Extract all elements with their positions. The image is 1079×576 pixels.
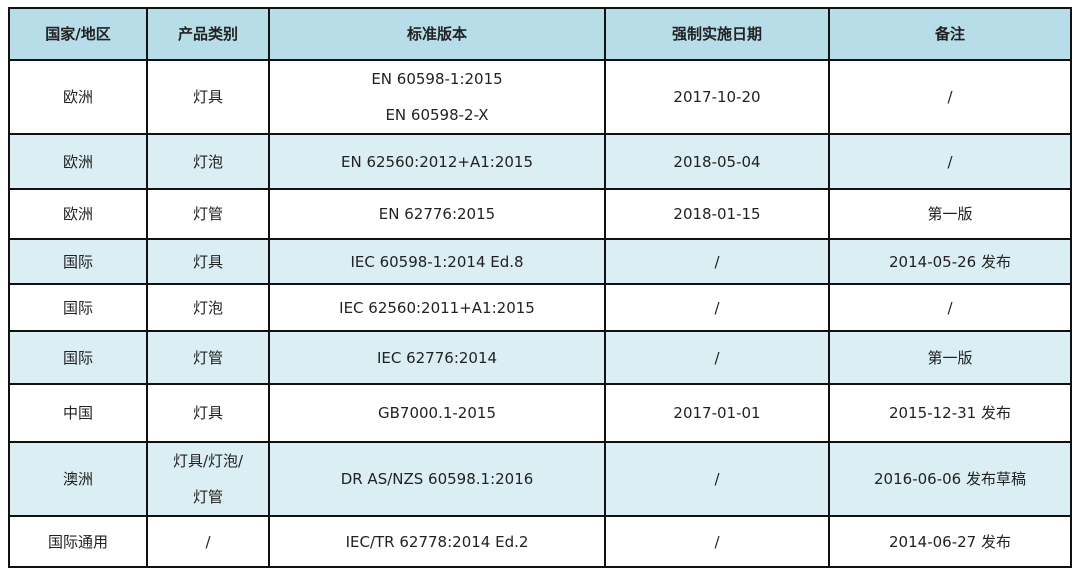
standard-cell-line: GB7000.1-2015 bbox=[378, 404, 496, 422]
standard-cell: GB7000.1-2015 bbox=[268, 383, 606, 443]
note-cell: 第一版 bbox=[828, 330, 1072, 385]
header-standard: 标准版本 bbox=[268, 7, 606, 61]
region-cell: 澳洲 bbox=[8, 441, 148, 517]
table-row: 欧洲 灯具 EN 60598-1:2015 EN 60598-2-X 2017-10-2… bbox=[8, 59, 1072, 135]
date-cell: / bbox=[604, 330, 830, 385]
header-note: 备注 bbox=[828, 7, 1072, 61]
region-cell: 国际通用 bbox=[8, 515, 148, 568]
category-cell: 灯泡 bbox=[146, 283, 270, 332]
table-row: 国际 灯管 IEC 62776:2014 /第一版 bbox=[8, 330, 1072, 385]
standard-cell: IEC 62776:2014 bbox=[268, 330, 606, 385]
category-cell: 灯具 bbox=[146, 238, 270, 285]
note-cell: / bbox=[828, 283, 1072, 332]
standard-cell: IEC 62560:2011+A1:2015 bbox=[268, 283, 606, 332]
category-cell: 灯具 bbox=[146, 383, 270, 443]
date-cell: 2017-10-20 bbox=[604, 59, 830, 135]
category-cell-line: 灯管 bbox=[192, 348, 223, 367]
category-cell-line: 灯具 bbox=[192, 88, 223, 106]
standard-cell-line: EN 62560:2012+A1:2015 bbox=[340, 152, 533, 171]
standard-cell-line: EN 60598-2-X bbox=[385, 106, 489, 124]
category-cell: 灯管 bbox=[146, 330, 270, 385]
category-cell: 灯泡 bbox=[146, 133, 270, 190]
note-cell: 2016-06-06 发布草稿 bbox=[828, 441, 1072, 517]
standard-cell: IEC/TR 62778:2014 Ed.2 bbox=[268, 515, 606, 568]
note-cell: 2014-05-26 发布 bbox=[828, 238, 1072, 285]
region-cell: 欧洲 bbox=[8, 133, 148, 190]
header-category: 产品类别 bbox=[146, 7, 270, 61]
category-cell-line: 灯泡 bbox=[192, 152, 223, 171]
region-cell: 国际 bbox=[8, 283, 148, 332]
category-cell: / bbox=[146, 515, 270, 568]
region-cell: 欧洲 bbox=[8, 188, 148, 240]
table-row: 国际 灯具 IEC 60598-1:2014 Ed.8 /2014-05-26 发布 bbox=[8, 238, 1072, 285]
date-cell: 2017-01-01 bbox=[604, 383, 830, 443]
standards-table: 国家/地区 产品类别 标准版本 强制实施日期 备注 欧洲 灯具 EN 60598-1… bbox=[8, 7, 1072, 568]
note-cell: / bbox=[828, 59, 1072, 135]
standard-cell-line: IEC 62776:2014 bbox=[376, 348, 498, 367]
region-cell: 国际 bbox=[8, 238, 148, 285]
standard-cell-line: EN 60598-1:2015 bbox=[371, 70, 503, 88]
table-row: 国际 灯泡 IEC 62560:2011+A1:2015 // bbox=[8, 283, 1072, 332]
date-cell: / bbox=[604, 283, 830, 332]
standard-cell: IEC 60598-1:2014 Ed.8 bbox=[268, 238, 606, 285]
category-cell-line: / bbox=[205, 532, 211, 551]
date-cell: 2018-05-04 bbox=[604, 133, 830, 190]
header-row: 国家/地区 产品类别 标准版本 强制实施日期 备注 bbox=[8, 7, 1072, 61]
date-cell: / bbox=[604, 515, 830, 568]
header-date: 强制实施日期 bbox=[604, 7, 830, 61]
category-cell-line: 灯管 bbox=[192, 488, 223, 506]
standard-cell-line: EN 62776:2015 bbox=[378, 205, 496, 223]
category-cell-line: 灯管 bbox=[192, 205, 223, 223]
standard-cell-line: IEC/TR 62778:2014 Ed.2 bbox=[345, 532, 529, 551]
table-row: 中国 灯具 GB7000.1-2015 2017-01-01 2015-12-31 发布 bbox=[8, 383, 1072, 443]
standard-cell: DR AS/NZS 60598.1:2016 bbox=[268, 441, 606, 517]
table-row: 国际通用 / IEC/TR 62778:2014 Ed.2/2014-06-27 发… bbox=[8, 515, 1072, 568]
standard-cell-line: IEC 62560:2011+A1:2015 bbox=[339, 298, 535, 317]
category-cell-line: 灯泡 bbox=[192, 298, 223, 317]
region-cell: 中国 bbox=[8, 383, 148, 443]
region-cell: 欧洲 bbox=[8, 59, 148, 135]
category-cell: 灯管 bbox=[146, 188, 270, 240]
category-cell-line: 灯具/灯泡/ bbox=[172, 452, 244, 470]
standard-cell: EN 62776:2015 bbox=[268, 188, 606, 240]
table-row: 欧洲 灯泡 EN 62560:2012+A1:2015 2018-05-04/ bbox=[8, 133, 1072, 190]
note-cell: 第一版 bbox=[828, 188, 1072, 240]
table-row: 澳洲 灯具/灯泡/灯管 DR AS/NZS 60598.1:2016/2016-06… bbox=[8, 441, 1072, 517]
note-cell: / bbox=[828, 133, 1072, 190]
note-cell: 2015-12-31 发布 bbox=[828, 383, 1072, 443]
date-cell: / bbox=[604, 238, 830, 285]
category-cell-line: 灯具 bbox=[192, 252, 223, 271]
standard-cell-line: IEC 60598-1:2014 Ed.8 bbox=[350, 252, 524, 271]
note-cell: 2014-06-27 发布 bbox=[828, 515, 1072, 568]
category-cell: 灯具 bbox=[146, 59, 270, 135]
date-cell: / bbox=[604, 441, 830, 517]
table-row: 欧洲 灯管 EN 62776:2015 2018-01-15 第一版 bbox=[8, 188, 1072, 240]
standard-cell-line: DR AS/NZS 60598.1:2016 bbox=[340, 470, 534, 488]
region-cell: 国际 bbox=[8, 330, 148, 385]
standard-cell: EN 60598-1:2015 EN 60598-2-X bbox=[268, 59, 606, 135]
standard-cell: EN 62560:2012+A1:2015 bbox=[268, 133, 606, 190]
date-cell: 2018-01-15 bbox=[604, 188, 830, 240]
category-cell: 灯具/灯泡/灯管 bbox=[146, 441, 270, 517]
header-region: 国家/地区 bbox=[8, 7, 148, 61]
category-cell-line: 灯具 bbox=[192, 404, 223, 422]
